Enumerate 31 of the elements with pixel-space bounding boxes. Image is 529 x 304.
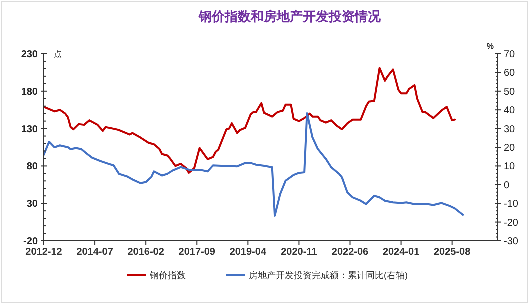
- x-tick-label: 2019-04: [230, 247, 267, 258]
- y-tick-label: 30: [26, 199, 38, 210]
- y2-tick-label: -30: [504, 236, 519, 248]
- y2-tick-label: 50: [504, 86, 516, 98]
- y2-tick-label: -10: [504, 199, 519, 210]
- x-tick-label: 2012-12: [26, 247, 63, 258]
- y2-axis-title: %: [486, 42, 494, 51]
- y-tick-label: 180: [21, 86, 38, 98]
- legend-label: 钢价指数: [149, 270, 186, 280]
- y-axis-title: 点: [54, 50, 62, 59]
- y-tick-label: 80: [26, 162, 38, 173]
- y2-tick-label: 70: [504, 50, 516, 60]
- legend-label: 房地产开发投资完成额：累计同比(右轴): [249, 270, 408, 280]
- x-tick-label: 2022-06: [332, 247, 370, 258]
- y-tick-label: 130: [21, 124, 38, 136]
- y2-tick-label: 10: [504, 162, 516, 173]
- x-tick-label: 2020-11: [281, 247, 318, 258]
- y2-tick-label: 60: [504, 68, 516, 80]
- y2-tick-label: 0: [504, 180, 510, 192]
- x-tick-label: 2024-01: [382, 247, 420, 258]
- x-tick-label: 2017-09: [178, 247, 216, 258]
- x-tick-label: 2016-02: [128, 247, 165, 258]
- y2-tick-label: -20: [504, 218, 519, 229]
- y-tick-label: -20: [24, 236, 38, 248]
- y2-tick-label: 20: [504, 143, 516, 154]
- x-tick-label: 2014-07: [76, 247, 114, 258]
- y2-tick-label: 30: [504, 124, 516, 136]
- title: 钢价指数和房地产开发投资情况: [199, 9, 381, 24]
- y2-tick-label: 40: [504, 106, 516, 117]
- x-tick-label: 2025-08: [434, 247, 472, 258]
- y-tick-label: 230: [21, 50, 38, 60]
